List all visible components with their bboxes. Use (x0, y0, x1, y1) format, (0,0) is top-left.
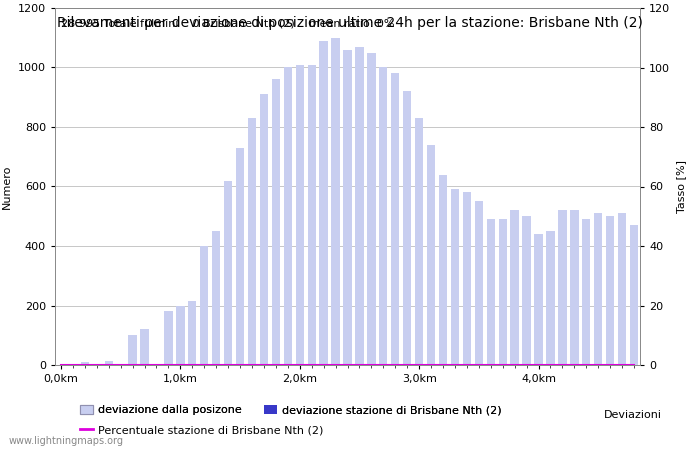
Bar (534, 234, 542, 365)
Bar (224, 180, 232, 365)
Bar (606, 216, 615, 365)
Bar (356, 47, 363, 365)
Bar (248, 118, 256, 365)
Bar (128, 335, 136, 365)
Bar (188, 301, 197, 365)
Bar (284, 68, 292, 365)
Bar (236, 148, 244, 365)
Bar (439, 175, 447, 365)
Text: www.lightningmaps.org: www.lightningmaps.org (8, 436, 123, 446)
Bar (546, 231, 554, 365)
Bar (510, 210, 519, 365)
Bar (80, 362, 89, 365)
Bar (343, 50, 351, 365)
Y-axis label: Numero: Numero (2, 164, 13, 209)
Bar (582, 219, 591, 365)
Bar (295, 64, 304, 365)
Bar (594, 213, 603, 365)
Bar (379, 68, 388, 365)
Legend: Percentuale stazione di Brisbane Nth (2): Percentuale stazione di Brisbane Nth (2) (76, 421, 328, 440)
Bar (368, 53, 376, 365)
Text: Rilevamenti per deviazione di posizione ultime 24h per la stazione: Brisbane Nth: Rilevamenti per deviazione di posizione … (57, 16, 643, 30)
Bar (427, 145, 435, 365)
Bar (486, 219, 495, 365)
Bar (570, 210, 578, 365)
Bar (522, 216, 531, 365)
Bar (618, 213, 626, 365)
Bar (630, 225, 638, 365)
Bar (69, 364, 77, 365)
Bar (463, 193, 471, 365)
Bar (403, 91, 412, 365)
Bar (141, 329, 148, 365)
Bar (104, 360, 113, 365)
Bar (475, 201, 483, 365)
Bar (415, 118, 424, 365)
Bar (391, 73, 400, 365)
Y-axis label: Tasso [%]: Tasso [%] (676, 160, 686, 213)
Bar (498, 219, 507, 365)
Bar (307, 64, 316, 365)
Bar (558, 210, 566, 365)
Bar (164, 311, 173, 365)
Text: 28.995 Totale fulmini    0 Brisbane Nth (2)    mean ratio: 0%: 28.995 Totale fulmini 0 Brisbane Nth (2)… (61, 19, 394, 29)
Bar (272, 79, 280, 365)
Bar (331, 38, 340, 365)
Text: Deviazioni: Deviazioni (603, 410, 662, 420)
Bar (260, 94, 268, 365)
Bar (451, 189, 459, 365)
Bar (212, 231, 220, 365)
Bar (176, 306, 185, 365)
Bar (200, 246, 209, 365)
Bar (319, 40, 328, 365)
Legend: deviazione dalla posizone, deviazione stazione di Brisbane Nth (2): deviazione dalla posizone, deviazione st… (76, 400, 505, 420)
